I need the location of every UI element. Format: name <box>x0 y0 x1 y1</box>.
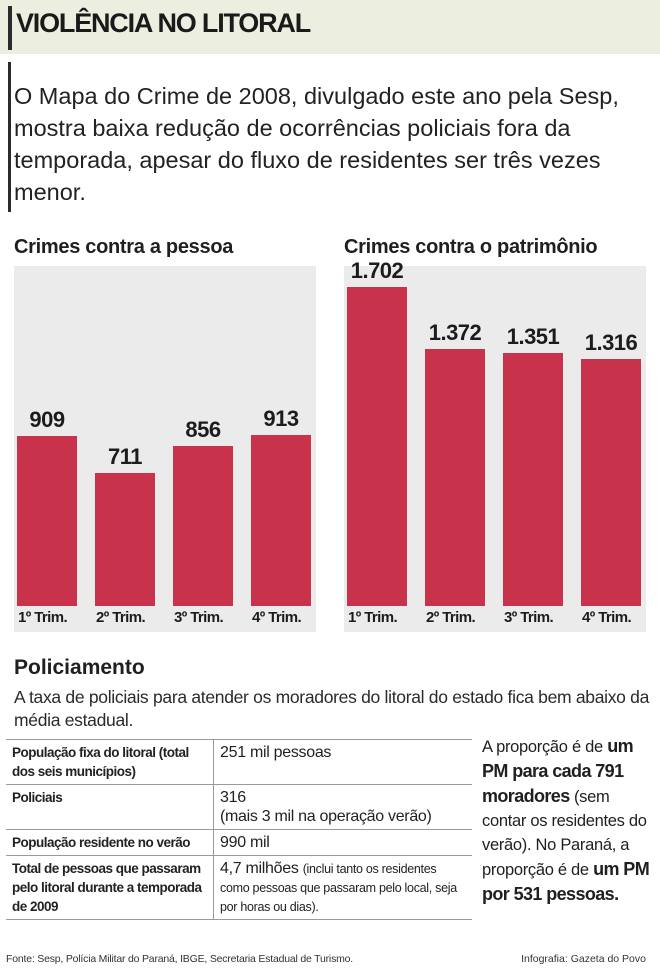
bar-pessoa-2 <box>95 472 155 606</box>
side-note-text: A proporção é de <box>482 738 603 756</box>
row-value-main: 4,7 milhões <box>220 860 299 877</box>
lede-rule <box>8 62 11 212</box>
bar-pessoa-3 <box>173 445 233 606</box>
row-value-main: 316 <box>220 789 246 806</box>
value-label-patrimonio-4: 1.316 <box>584 330 638 356</box>
policiamento-table: População fixa do litoral (total dos sei… <box>6 739 472 920</box>
value-label-patrimonio-1: 1.702 <box>350 258 404 284</box>
row-value-note: (mais 3 mil na operação verão) <box>220 808 432 825</box>
category-label-patrimonio-2: 2º Trim. <box>426 609 476 626</box>
section-title-policiamento: Policiamento <box>14 656 145 679</box>
side-note-text: (sem contar os residentes do verão). No … <box>482 788 647 879</box>
row-value: 4,7 milhões (inclui tanto os residentes … <box>213 855 472 920</box>
section-description: A taxa de policiais para atender os mora… <box>14 687 650 730</box>
value-label-pessoa-3: 856 <box>185 416 221 442</box>
value-label-pessoa-1: 909 <box>29 406 65 432</box>
category-label-patrimonio-4: 4º Trim. <box>582 609 632 626</box>
row-value-main: 990 mil <box>220 834 270 851</box>
chart-title-pessoa: Crimes contra a pessoa <box>14 236 234 258</box>
side-note: A proporção é de um PM para cada 791 mor… <box>482 734 652 907</box>
category-label-pessoa-1: 1º Trim. <box>18 609 68 626</box>
row-label: Policiais <box>6 784 214 830</box>
row-label: População residente no verão <box>6 829 214 856</box>
chart-title-patrimonio: Crimes contra o patrimônio <box>344 236 598 258</box>
header-bar: VIOLÊNCIA NO LITORAL <box>0 0 660 54</box>
table-row: População residente no verão 990 mil <box>6 829 472 856</box>
category-label-patrimonio-1: 1º Trim. <box>348 609 398 626</box>
bar-patrimonio-3 <box>503 352 563 606</box>
side-note-highlight: um PM por 531 pessoas. <box>482 859 650 904</box>
table-row: Total de pessoas que passaram pelo litor… <box>6 855 472 920</box>
row-value: 251 mil pessoas <box>213 739 472 785</box>
table-row: Policiais 316 (mais 3 mil na operação ver… <box>6 784 472 830</box>
category-label-patrimonio-3: 3º Trim. <box>504 609 554 626</box>
lede-text: O Mapa do Crime de 2008, divulgado este … <box>14 83 619 205</box>
value-label-pessoa-2: 711 <box>108 443 143 469</box>
value-label-pessoa-4: 913 <box>263 405 299 431</box>
header-accent-rule <box>8 6 12 50</box>
row-label: Total de pessoas que passaram pelo litor… <box>6 855 214 920</box>
row-value: 990 mil <box>213 829 472 856</box>
category-label-pessoa-4: 4º Trim. <box>252 609 302 626</box>
category-label-pessoa-3: 3º Trim. <box>174 609 224 626</box>
row-value: 316 (mais 3 mil na operação verão) <box>213 784 472 830</box>
page-title: VIOLÊNCIA NO LITORAL <box>16 8 311 38</box>
row-label: População fixa do litoral (total dos sei… <box>6 739 214 785</box>
bar-pessoa-4 <box>251 434 311 606</box>
category-label-pessoa-2: 2º Trim. <box>96 609 146 626</box>
value-label-patrimonio-2: 1.372 <box>428 319 482 345</box>
footer-source: Fonte: Sesp, Polícia Militar do Paraná, … <box>6 953 354 965</box>
table-row: População fixa do litoral (total dos sei… <box>6 739 472 785</box>
value-label-patrimonio-3: 1.351 <box>506 323 560 349</box>
bar-pessoa-1 <box>17 435 77 606</box>
bar-patrimonio-2 <box>425 348 485 606</box>
bar-patrimonio-1 <box>347 287 407 606</box>
row-value-note: (inclui tanto os residentes como pessoas… <box>220 862 457 914</box>
row-value-main: 251 mil pessoas <box>220 744 332 761</box>
footer-credit: Infografia: Gazeta do Povo <box>521 953 646 965</box>
side-note-highlight: um PM para cada 791 moradores <box>482 736 634 806</box>
bar-patrimonio-4 <box>581 359 641 606</box>
